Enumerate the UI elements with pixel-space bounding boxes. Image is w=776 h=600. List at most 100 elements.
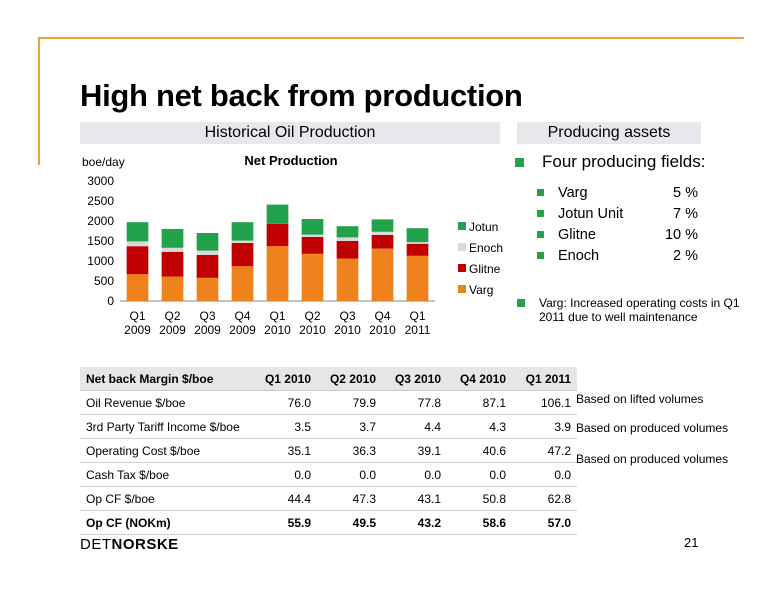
x-tick-label: Q2 <box>304 309 320 323</box>
table-cell: 58.6 <box>447 510 512 535</box>
bar-segment-glitne <box>231 243 254 267</box>
legend-label: Glitne <box>469 262 501 276</box>
bar-segment-varg <box>231 266 254 301</box>
bar-segment-enoch <box>371 231 394 235</box>
x-tick-label: 2010 <box>299 323 326 337</box>
main-bullet-text: Four producing fields: <box>542 152 706 171</box>
x-tick-label: 2009 <box>124 323 151 337</box>
logo-part-1: DET <box>80 536 112 553</box>
bullet-square-icon <box>537 210 544 217</box>
field-name: Enoch <box>558 247 600 264</box>
bar-segment-glitne <box>371 235 394 249</box>
bullet-square-icon <box>515 157 524 167</box>
bar-segment-jotun <box>336 226 359 238</box>
bar-segment-jotun <box>406 228 429 243</box>
table-cell: 87.1 <box>447 390 512 415</box>
bar-segment-varg <box>161 276 184 301</box>
x-tick-label: Q2 <box>164 309 180 323</box>
table-header-cell: Q2 2010 <box>317 367 382 391</box>
table-header-cell: Net back Margin $/boe <box>80 367 252 391</box>
x-tick-label: Q1 <box>409 309 425 323</box>
table-row: Cash Tax $/boe 0.0 0.0 0.0 0.0 0.0 <box>80 462 577 487</box>
x-tick-label: Q3 <box>339 309 355 323</box>
x-tick-label: 2010 <box>369 323 396 337</box>
table-cell: 47.3 <box>317 486 382 511</box>
bar-segment-jotun <box>301 219 324 235</box>
x-tick-label: Q1 <box>129 309 145 323</box>
table-row: 3rd Party Tariff Income $/boe 3.5 3.7 4.4 4.… <box>80 414 577 439</box>
field-share: 2 % <box>673 247 698 264</box>
bar-segment-enoch <box>406 242 429 244</box>
bar-segment-glitne <box>126 246 149 275</box>
table-header-cell: Q1 2011 <box>512 367 577 391</box>
table-cell: 47.2 <box>512 438 577 463</box>
table-cell: 50.8 <box>447 486 512 511</box>
table-row: Op CF $/boe 44.4 47.3 43.1 50.8 62.8 <box>80 486 577 511</box>
varg-note: Varg: Increased operating costs in Q1 20… <box>517 296 755 324</box>
bar-segment-varg <box>266 246 289 301</box>
field-item: Varg 5 % <box>537 182 755 203</box>
table-cell: 0.0 <box>317 462 382 487</box>
bar-segment-glitne <box>336 241 359 259</box>
frame-top-line <box>38 37 744 39</box>
bar-segment-varg <box>371 248 394 301</box>
bar-segment-glitne <box>161 251 184 277</box>
table-cell: 43.2 <box>382 510 447 535</box>
table-header-row: Net back Margin $/boe Q1 2010 Q2 2010 Q3… <box>80 367 577 391</box>
table-cell: 44.4 <box>252 486 317 511</box>
field-name: Varg <box>558 184 588 201</box>
y-tick-label: 0 <box>107 294 114 308</box>
bar-segment-jotun <box>196 233 219 251</box>
table-cell: 76.0 <box>252 390 317 415</box>
legend-swatch <box>458 264 466 272</box>
bar-segment-jotun <box>231 222 254 241</box>
row-label: Op CF (NOKm) <box>80 510 252 535</box>
bullet-square-icon <box>537 252 544 259</box>
field-share: 7 % <box>673 205 698 222</box>
y-tick-label: 2000 <box>87 214 114 228</box>
historical-production-header: Historical Oil Production <box>80 122 500 144</box>
producing-assets-header: Producing assets <box>517 122 701 144</box>
field-name: Jotun Unit <box>558 205 624 222</box>
bar-segment-varg <box>336 258 359 301</box>
field-item: Glitne 10 % <box>537 224 755 245</box>
x-tick-label: 2009 <box>159 323 186 337</box>
table-cell: 0.0 <box>447 462 512 487</box>
x-tick-label: Q3 <box>199 309 215 323</box>
bar-segment-enoch <box>231 240 254 243</box>
legend-label: Enoch <box>469 241 503 255</box>
row-label: Op CF $/boe <box>80 486 252 511</box>
bar-segment-enoch <box>196 250 219 255</box>
slide-title: High net back from production <box>80 78 523 113</box>
table-header-cell: Q1 2010 <box>252 367 317 391</box>
field-name: Glitne <box>558 226 596 243</box>
y-tick-label: 3000 <box>87 174 114 188</box>
table-cell: 0.0 <box>382 462 447 487</box>
chart-title: Net Production <box>244 153 337 168</box>
bar-segment-varg <box>126 274 149 301</box>
table-cell: 3.9 <box>512 414 577 439</box>
field-item: Jotun Unit 7 % <box>537 203 755 224</box>
table-row: Op CF (NOKm) 55.9 49.5 43.2 58.6 57.0 <box>80 510 577 535</box>
producing-assets-list: Four producing fields: Varg 5 % Jotun Un… <box>515 152 755 324</box>
table-row: Oil Revenue $/boe 76.0 79.9 77.8 87.1 106.1 <box>80 390 577 415</box>
field-share: 5 % <box>673 184 698 201</box>
x-tick-label: Q4 <box>374 309 390 323</box>
table-cell: 55.9 <box>252 510 317 535</box>
bar-segment-jotun <box>161 229 184 248</box>
table-cell: 0.0 <box>252 462 317 487</box>
table-cell: 3.7 <box>317 414 382 439</box>
legend-swatch <box>458 222 466 230</box>
table-cell: 106.1 <box>512 390 577 415</box>
y-axis-label: boe/day <box>82 155 125 169</box>
table-cell: 36.3 <box>317 438 382 463</box>
x-tick-label: Q1 <box>269 309 285 323</box>
row-label: Cash Tax $/boe <box>80 462 252 487</box>
table-header-cell: Q4 2010 <box>447 367 512 391</box>
bar-segment-enoch <box>161 247 184 252</box>
bullet-square-icon <box>517 299 525 307</box>
bar-segment-varg <box>406 255 429 301</box>
table-cell: 3.5 <box>252 414 317 439</box>
net-production-chart: Net Production boe/day 0 500 1000 1500 2000 250… <box>82 153 503 337</box>
bar-segment-jotun <box>371 219 394 232</box>
